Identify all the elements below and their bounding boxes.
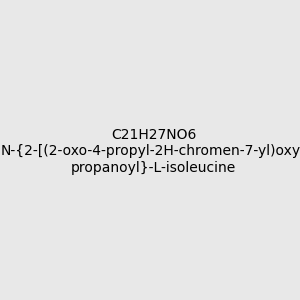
Text: C21H27NO6
N-{2-[(2-oxo-4-propyl-2H-chromen-7-yl)oxy]
propanoyl}-L-isoleucine: C21H27NO6 N-{2-[(2-oxo-4-propyl-2H-chrom… <box>1 128 300 175</box>
